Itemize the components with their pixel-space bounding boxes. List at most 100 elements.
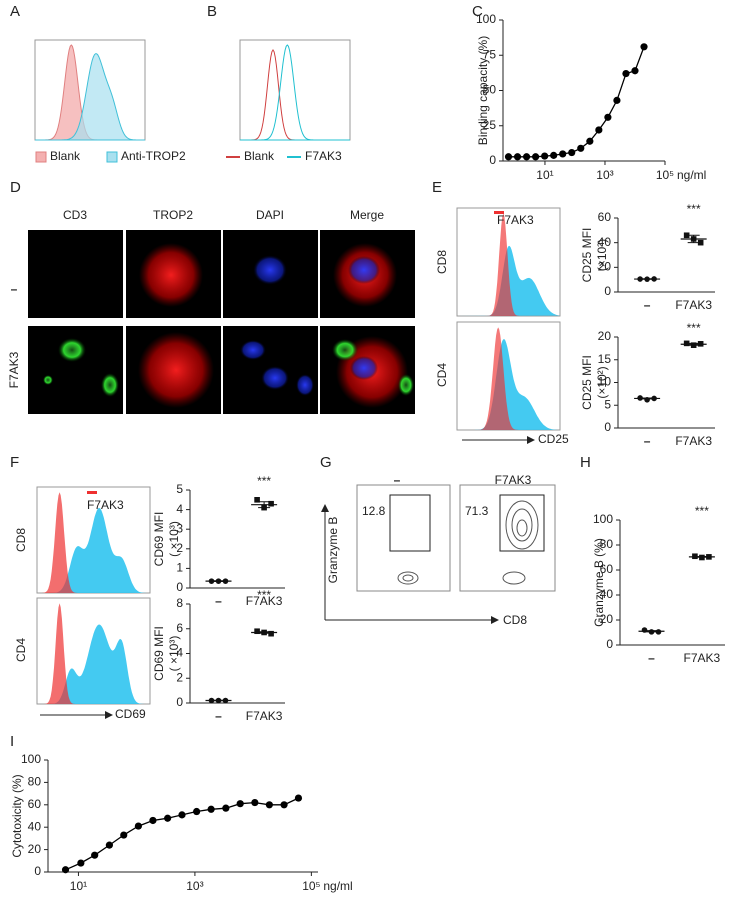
panel-label: E xyxy=(432,179,442,196)
y-tick-label: 5 xyxy=(604,397,611,411)
y-tick-label: 20 xyxy=(600,612,614,626)
y-tick-label: 4 xyxy=(176,502,183,516)
legend-swatch xyxy=(494,211,504,214)
point xyxy=(149,816,157,825)
y-tick-label: 15 xyxy=(598,352,612,366)
stain xyxy=(261,366,289,390)
point xyxy=(164,814,172,822)
y-axis-label: CD69 MFI xyxy=(152,626,166,681)
y-tick-label: 100 xyxy=(21,752,41,766)
y-axis-label: CD25 MFI xyxy=(580,355,594,410)
error-bar xyxy=(258,631,271,634)
column-label: Merge xyxy=(350,208,384,222)
point xyxy=(522,153,531,161)
point xyxy=(120,831,128,839)
error-bar xyxy=(258,501,271,509)
y-tick-label: 50 xyxy=(483,83,497,97)
stain xyxy=(138,332,214,408)
point xyxy=(513,153,522,161)
flow-frame xyxy=(459,484,556,592)
x-tick-label: 10¹ xyxy=(70,879,87,893)
legend-label: F7AK3 xyxy=(305,149,342,163)
y-tick-label: 1 xyxy=(176,561,183,575)
point xyxy=(178,811,186,819)
point xyxy=(193,807,201,816)
error-bar xyxy=(687,342,700,346)
y-axis-label: Binding capacity (%) xyxy=(476,36,490,145)
x-tick-label: – xyxy=(644,434,651,448)
contour xyxy=(502,571,526,585)
gate xyxy=(389,494,431,552)
panel-label: G xyxy=(320,454,332,471)
point xyxy=(105,841,113,849)
microscopy xyxy=(28,230,415,414)
point xyxy=(236,800,244,808)
row-label: CD4 xyxy=(435,363,449,387)
y-tick-label: 0 xyxy=(606,637,613,651)
x-tick-label: – xyxy=(215,594,222,608)
point xyxy=(541,152,549,160)
x-tick-label: – xyxy=(644,298,651,312)
point xyxy=(697,239,704,246)
error-bar xyxy=(695,556,708,558)
annotation: *** xyxy=(687,321,701,335)
x-tick-label: 10¹ xyxy=(536,168,553,182)
point xyxy=(280,801,288,809)
annotation: *** xyxy=(257,474,271,488)
histogram-curve xyxy=(457,339,560,430)
legend-label: Blank xyxy=(50,149,81,163)
x-tick-label: 10⁵ xyxy=(656,168,674,182)
y-tick-label: 20 xyxy=(598,260,612,274)
panel-label: F xyxy=(10,454,19,471)
y-tick-label: 60 xyxy=(598,210,612,224)
point xyxy=(559,150,567,158)
y-tick-label: 0 xyxy=(604,284,611,298)
gate-value: 12.8 xyxy=(362,504,386,518)
y-axis-unit: (×10²) xyxy=(595,239,609,271)
row-label: CD8 xyxy=(14,528,28,552)
panel-label: C xyxy=(472,3,483,20)
y-tick-label: 0 xyxy=(34,864,41,878)
stain xyxy=(296,374,314,396)
contour xyxy=(397,571,419,585)
plot-title: F7AK3 xyxy=(495,473,532,487)
y-axis-label: CD69 MFI xyxy=(152,512,166,567)
y-tick-label: 20 xyxy=(28,842,42,856)
y-tick-label: 40 xyxy=(600,587,614,601)
point xyxy=(595,126,603,134)
x-tick-label: 10³ xyxy=(596,168,613,182)
histogram-curve xyxy=(457,213,560,316)
legend-swatch xyxy=(35,151,47,163)
point xyxy=(640,43,648,51)
point xyxy=(568,148,576,157)
stain xyxy=(139,243,203,307)
y-tick-label: 0 xyxy=(176,580,183,594)
point xyxy=(586,137,594,145)
row-label: F7AK3 xyxy=(7,351,21,388)
row-label: CD4 xyxy=(14,638,28,662)
point xyxy=(532,153,540,161)
y-tick-label: 20 xyxy=(598,329,612,343)
curve xyxy=(508,46,645,158)
stain xyxy=(398,374,414,396)
y-axis-unit: ( ×10³) xyxy=(167,521,181,557)
x-tick-label: F7AK3 xyxy=(246,709,283,723)
point xyxy=(268,500,274,507)
error-bar xyxy=(641,397,654,400)
row-label: CD8 xyxy=(435,250,449,274)
y-tick-label: 40 xyxy=(598,235,612,249)
y-tick-label: 60 xyxy=(600,562,614,576)
legend-label: F7AK3 xyxy=(87,498,124,512)
y-tick-label: 0 xyxy=(604,420,611,434)
point xyxy=(268,630,274,637)
stain xyxy=(58,338,86,362)
x-tick-label: – xyxy=(215,709,222,723)
axis-label: CD8 xyxy=(503,613,527,627)
y-axis-label: CD25 MFI xyxy=(580,228,594,283)
y-axis-unit: ( ×10³) xyxy=(167,636,181,672)
point xyxy=(504,153,513,161)
point xyxy=(550,151,558,159)
flow-plots xyxy=(40,436,556,719)
point xyxy=(604,113,612,121)
y-tick-label: 3 xyxy=(176,521,183,535)
